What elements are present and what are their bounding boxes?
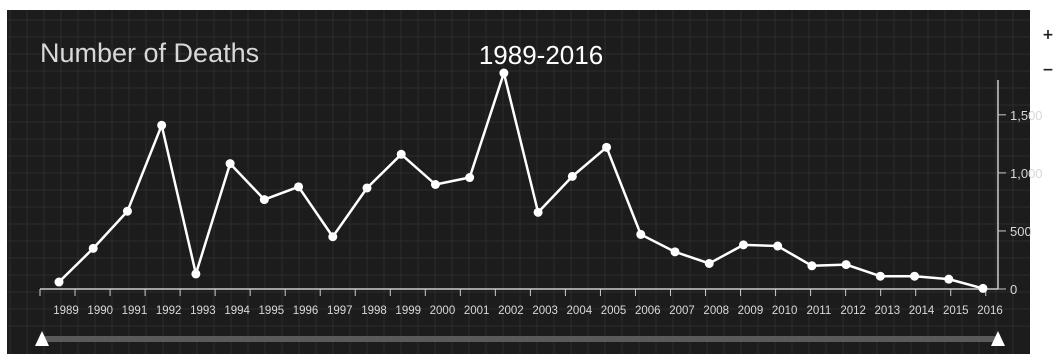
y-tick-label: 500 [1010, 224, 1032, 239]
x-tick-label: 2000 [430, 305, 456, 317]
data-point[interactable] [54, 277, 64, 287]
x-tick-label: 1989 [53, 305, 79, 317]
data-point[interactable] [157, 120, 167, 130]
series-line [58, 71, 984, 290]
data-point[interactable] [670, 247, 680, 257]
data-point[interactable] [362, 183, 372, 193]
data-point[interactable] [841, 260, 851, 270]
y-tick-label: 0 [1010, 282, 1017, 297]
range-end-handle[interactable] [991, 331, 1005, 346]
x-tick-label: 2007 [669, 305, 695, 317]
chart-subtitle: 1989-2016 [479, 40, 603, 70]
x-tick-label: 2014 [909, 305, 935, 317]
data-point[interactable] [533, 207, 543, 217]
x-tick-label: 2015 [943, 305, 969, 317]
data-point[interactable] [738, 240, 748, 250]
data-point[interactable] [773, 241, 783, 251]
data-point[interactable] [396, 149, 406, 159]
x-tick-label: 2001 [464, 305, 490, 317]
x-tick-label: 1998 [361, 305, 387, 317]
x-tick-label: 2005 [601, 305, 627, 317]
x-tick-label: 1991 [122, 305, 148, 317]
x-tick-label: 2006 [635, 305, 661, 317]
x-tick-label: 2003 [532, 305, 558, 317]
data-point[interactable] [567, 171, 577, 181]
zoom-in-button[interactable]: + [1040, 27, 1056, 43]
page-margin [0, 0, 7, 354]
data-point[interactable] [430, 180, 440, 189]
x-tick-label: 1997 [327, 305, 353, 317]
data-point[interactable] [910, 271, 920, 281]
x-tick-label: 2008 [703, 305, 729, 317]
x-tick-label: 2010 [772, 305, 798, 317]
data-point[interactable] [499, 68, 509, 78]
data-point[interactable] [122, 206, 132, 216]
chart-title: Number of Deaths [40, 38, 259, 68]
x-tick-labels: 1989 1990 1991 1992 1993 1994 1995 1996 1997 1998… [53, 305, 1003, 317]
range-navigator[interactable] [35, 331, 1005, 346]
x-tick-label: 1996 [293, 305, 319, 317]
x-tick-label: 1999 [395, 305, 421, 317]
x-tick-label: 2004 [567, 305, 593, 317]
y-tick-label: 1,000 [1010, 166, 1043, 181]
data-point[interactable] [294, 182, 304, 192]
y-tick-labels: 0 500 1,000 1,500 [1010, 108, 1043, 297]
data-point[interactable] [191, 269, 201, 279]
x-tick-label: 2002 [498, 305, 524, 317]
data-point[interactable] [944, 274, 954, 284]
data-point[interactable] [807, 261, 817, 271]
x-tick-label: 2012 [840, 305, 866, 317]
data-point[interactable] [465, 173, 475, 183]
axes [39, 80, 1006, 296]
x-tick-label: 1993 [190, 305, 216, 317]
range-start-handle[interactable] [35, 331, 49, 346]
x-tick-label: 2013 [875, 305, 901, 317]
data-point[interactable] [704, 258, 714, 268]
data-point[interactable] [636, 229, 646, 239]
x-tick-label: 2009 [738, 305, 764, 317]
data-point[interactable] [602, 142, 612, 152]
x-tick-label: 1995 [259, 305, 285, 317]
x-tick-label: 1992 [156, 305, 182, 317]
data-point[interactable] [88, 243, 98, 253]
data-point[interactable] [875, 271, 885, 281]
x-tick-label: 1990 [87, 305, 113, 317]
navigator-scrollbar[interactable] [42, 336, 997, 342]
data-point[interactable] [978, 283, 988, 293]
data-point[interactable] [259, 195, 269, 205]
grid-lines [7, 10, 1030, 354]
data-point[interactable] [328, 232, 338, 242]
y-tick-label: 1,500 [1010, 108, 1043, 123]
x-tick-label: 1994 [224, 305, 250, 317]
zoom-out-button[interactable]: − [1040, 62, 1056, 78]
x-tick-label: 2016 [977, 305, 1003, 317]
data-series [54, 68, 988, 293]
data-point[interactable] [225, 159, 235, 169]
x-tick-label: 2011 [807, 305, 832, 317]
